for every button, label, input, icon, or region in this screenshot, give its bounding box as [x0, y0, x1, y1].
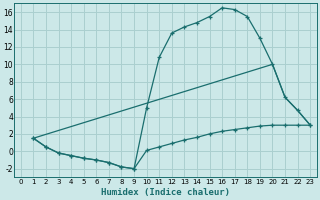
X-axis label: Humidex (Indice chaleur): Humidex (Indice chaleur) [101, 188, 230, 197]
